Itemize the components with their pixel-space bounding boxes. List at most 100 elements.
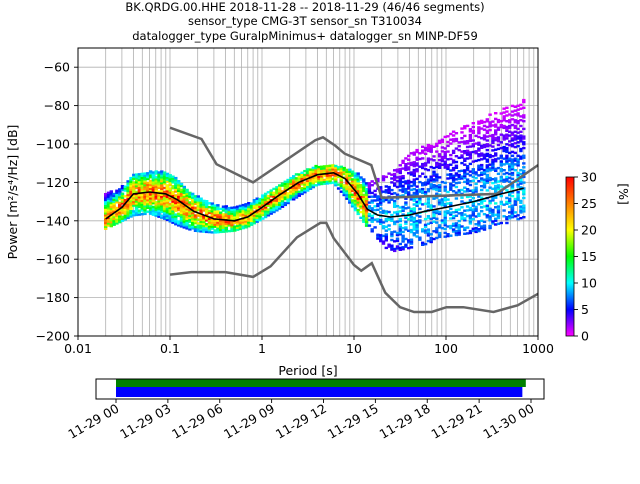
density-cell xyxy=(418,236,422,239)
density-cell xyxy=(508,193,512,197)
density-cell xyxy=(348,193,352,196)
density-cell xyxy=(134,183,139,186)
density-cell xyxy=(266,214,271,217)
density-cell xyxy=(364,222,369,225)
density-cell xyxy=(191,219,195,222)
density-cell xyxy=(356,183,360,187)
density-cell xyxy=(482,184,487,187)
density-cell xyxy=(508,180,512,183)
density-cell xyxy=(401,190,405,193)
density-cell xyxy=(429,146,433,150)
density-cell xyxy=(485,177,489,181)
density-cell xyxy=(451,159,456,162)
density-cell xyxy=(162,173,167,176)
density-cell xyxy=(261,209,265,213)
density-cell xyxy=(519,136,523,139)
density-cell xyxy=(409,188,414,191)
density-cell xyxy=(334,168,338,171)
density-cell xyxy=(412,216,416,220)
density-cell xyxy=(177,191,181,194)
density-cell xyxy=(303,177,307,180)
density-cell xyxy=(423,183,428,186)
density-cell xyxy=(132,185,136,188)
density-cell xyxy=(443,199,447,202)
density-cell xyxy=(421,164,425,168)
density-cell xyxy=(505,129,509,132)
density-cell xyxy=(516,173,520,177)
density-cell xyxy=(404,245,408,248)
density-cell xyxy=(387,210,391,214)
density-cell xyxy=(516,154,520,157)
density-cell xyxy=(376,204,380,208)
density-cell xyxy=(171,204,175,207)
density-cell xyxy=(412,151,416,154)
density-cell xyxy=(106,191,111,194)
density-cell xyxy=(216,219,220,222)
density-cell xyxy=(443,189,447,192)
density-cell xyxy=(109,196,113,199)
density-cell xyxy=(432,186,436,189)
density-cell xyxy=(393,240,397,243)
density-cell xyxy=(373,226,377,229)
density-cell xyxy=(404,168,408,172)
density-cell xyxy=(443,202,447,206)
density-cell xyxy=(510,143,515,146)
density-cell xyxy=(151,211,156,214)
density-cell xyxy=(480,154,484,157)
density-cell xyxy=(140,207,144,210)
density-cell xyxy=(336,171,341,175)
density-cell xyxy=(437,183,442,187)
density-cell xyxy=(137,199,142,203)
density-cell xyxy=(207,202,212,205)
density-cell xyxy=(345,170,349,173)
density-cell xyxy=(118,195,122,199)
density-cell xyxy=(379,236,383,239)
density-cell xyxy=(432,178,436,181)
density-cell xyxy=(471,171,475,175)
density-cell xyxy=(505,175,509,179)
density-cell xyxy=(118,209,122,212)
density-cell xyxy=(112,210,116,213)
density-cell xyxy=(306,168,310,171)
density-cell xyxy=(437,185,442,189)
density-cell xyxy=(522,206,526,209)
density-cell xyxy=(463,157,467,161)
density-cell xyxy=(491,166,495,169)
density-cell xyxy=(502,126,506,130)
density-cell xyxy=(522,127,526,131)
density-cell xyxy=(412,163,416,166)
density-cell xyxy=(364,205,369,208)
density-cell xyxy=(412,168,416,172)
density-cell xyxy=(499,112,503,115)
density-cell xyxy=(364,209,369,212)
density-cell xyxy=(342,172,346,176)
density-cell xyxy=(165,197,170,200)
density-cell xyxy=(157,202,161,205)
density-cell xyxy=(494,177,498,180)
density-cell xyxy=(505,120,509,123)
density-cell xyxy=(379,186,383,189)
density-cell xyxy=(457,170,461,173)
density-cell xyxy=(454,132,459,135)
density-cell xyxy=(395,170,400,173)
density-cell xyxy=(182,224,186,227)
density-cell xyxy=(446,198,450,201)
density-cell xyxy=(177,203,181,206)
density-cell xyxy=(306,189,310,192)
density-cell xyxy=(508,130,512,133)
density-cell xyxy=(370,216,374,220)
density-cell xyxy=(213,210,217,213)
density-cell xyxy=(328,174,332,177)
density-cell xyxy=(421,230,425,233)
density-cell xyxy=(522,204,526,207)
density-cell xyxy=(418,198,422,201)
density-cell xyxy=(247,217,251,220)
density-cell xyxy=(224,222,228,225)
density-cell xyxy=(423,168,428,171)
density-cell xyxy=(328,168,332,171)
density-cell xyxy=(129,180,133,184)
density-cell xyxy=(210,202,214,205)
density-cell xyxy=(317,167,321,171)
density-cell xyxy=(162,198,167,201)
density-cell xyxy=(370,230,374,233)
